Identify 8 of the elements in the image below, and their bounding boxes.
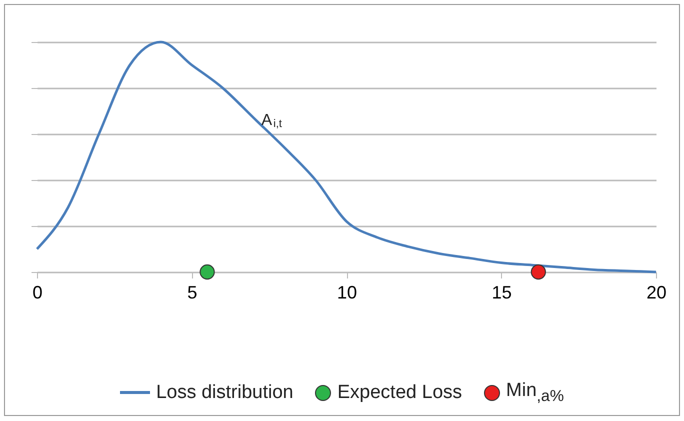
x-tick-label: 5 (187, 282, 198, 302)
legend-label: Min$_{,a%}$ (506, 380, 564, 406)
x-tick-label: 0 (32, 282, 43, 302)
legend-label: Loss distribution (156, 382, 294, 404)
legend-label: Expected Loss (337, 382, 462, 404)
x-tick-label: 15 (492, 282, 512, 302)
x-tick-label: 20 (646, 282, 667, 302)
x-tick-label: 10 (336, 282, 358, 302)
